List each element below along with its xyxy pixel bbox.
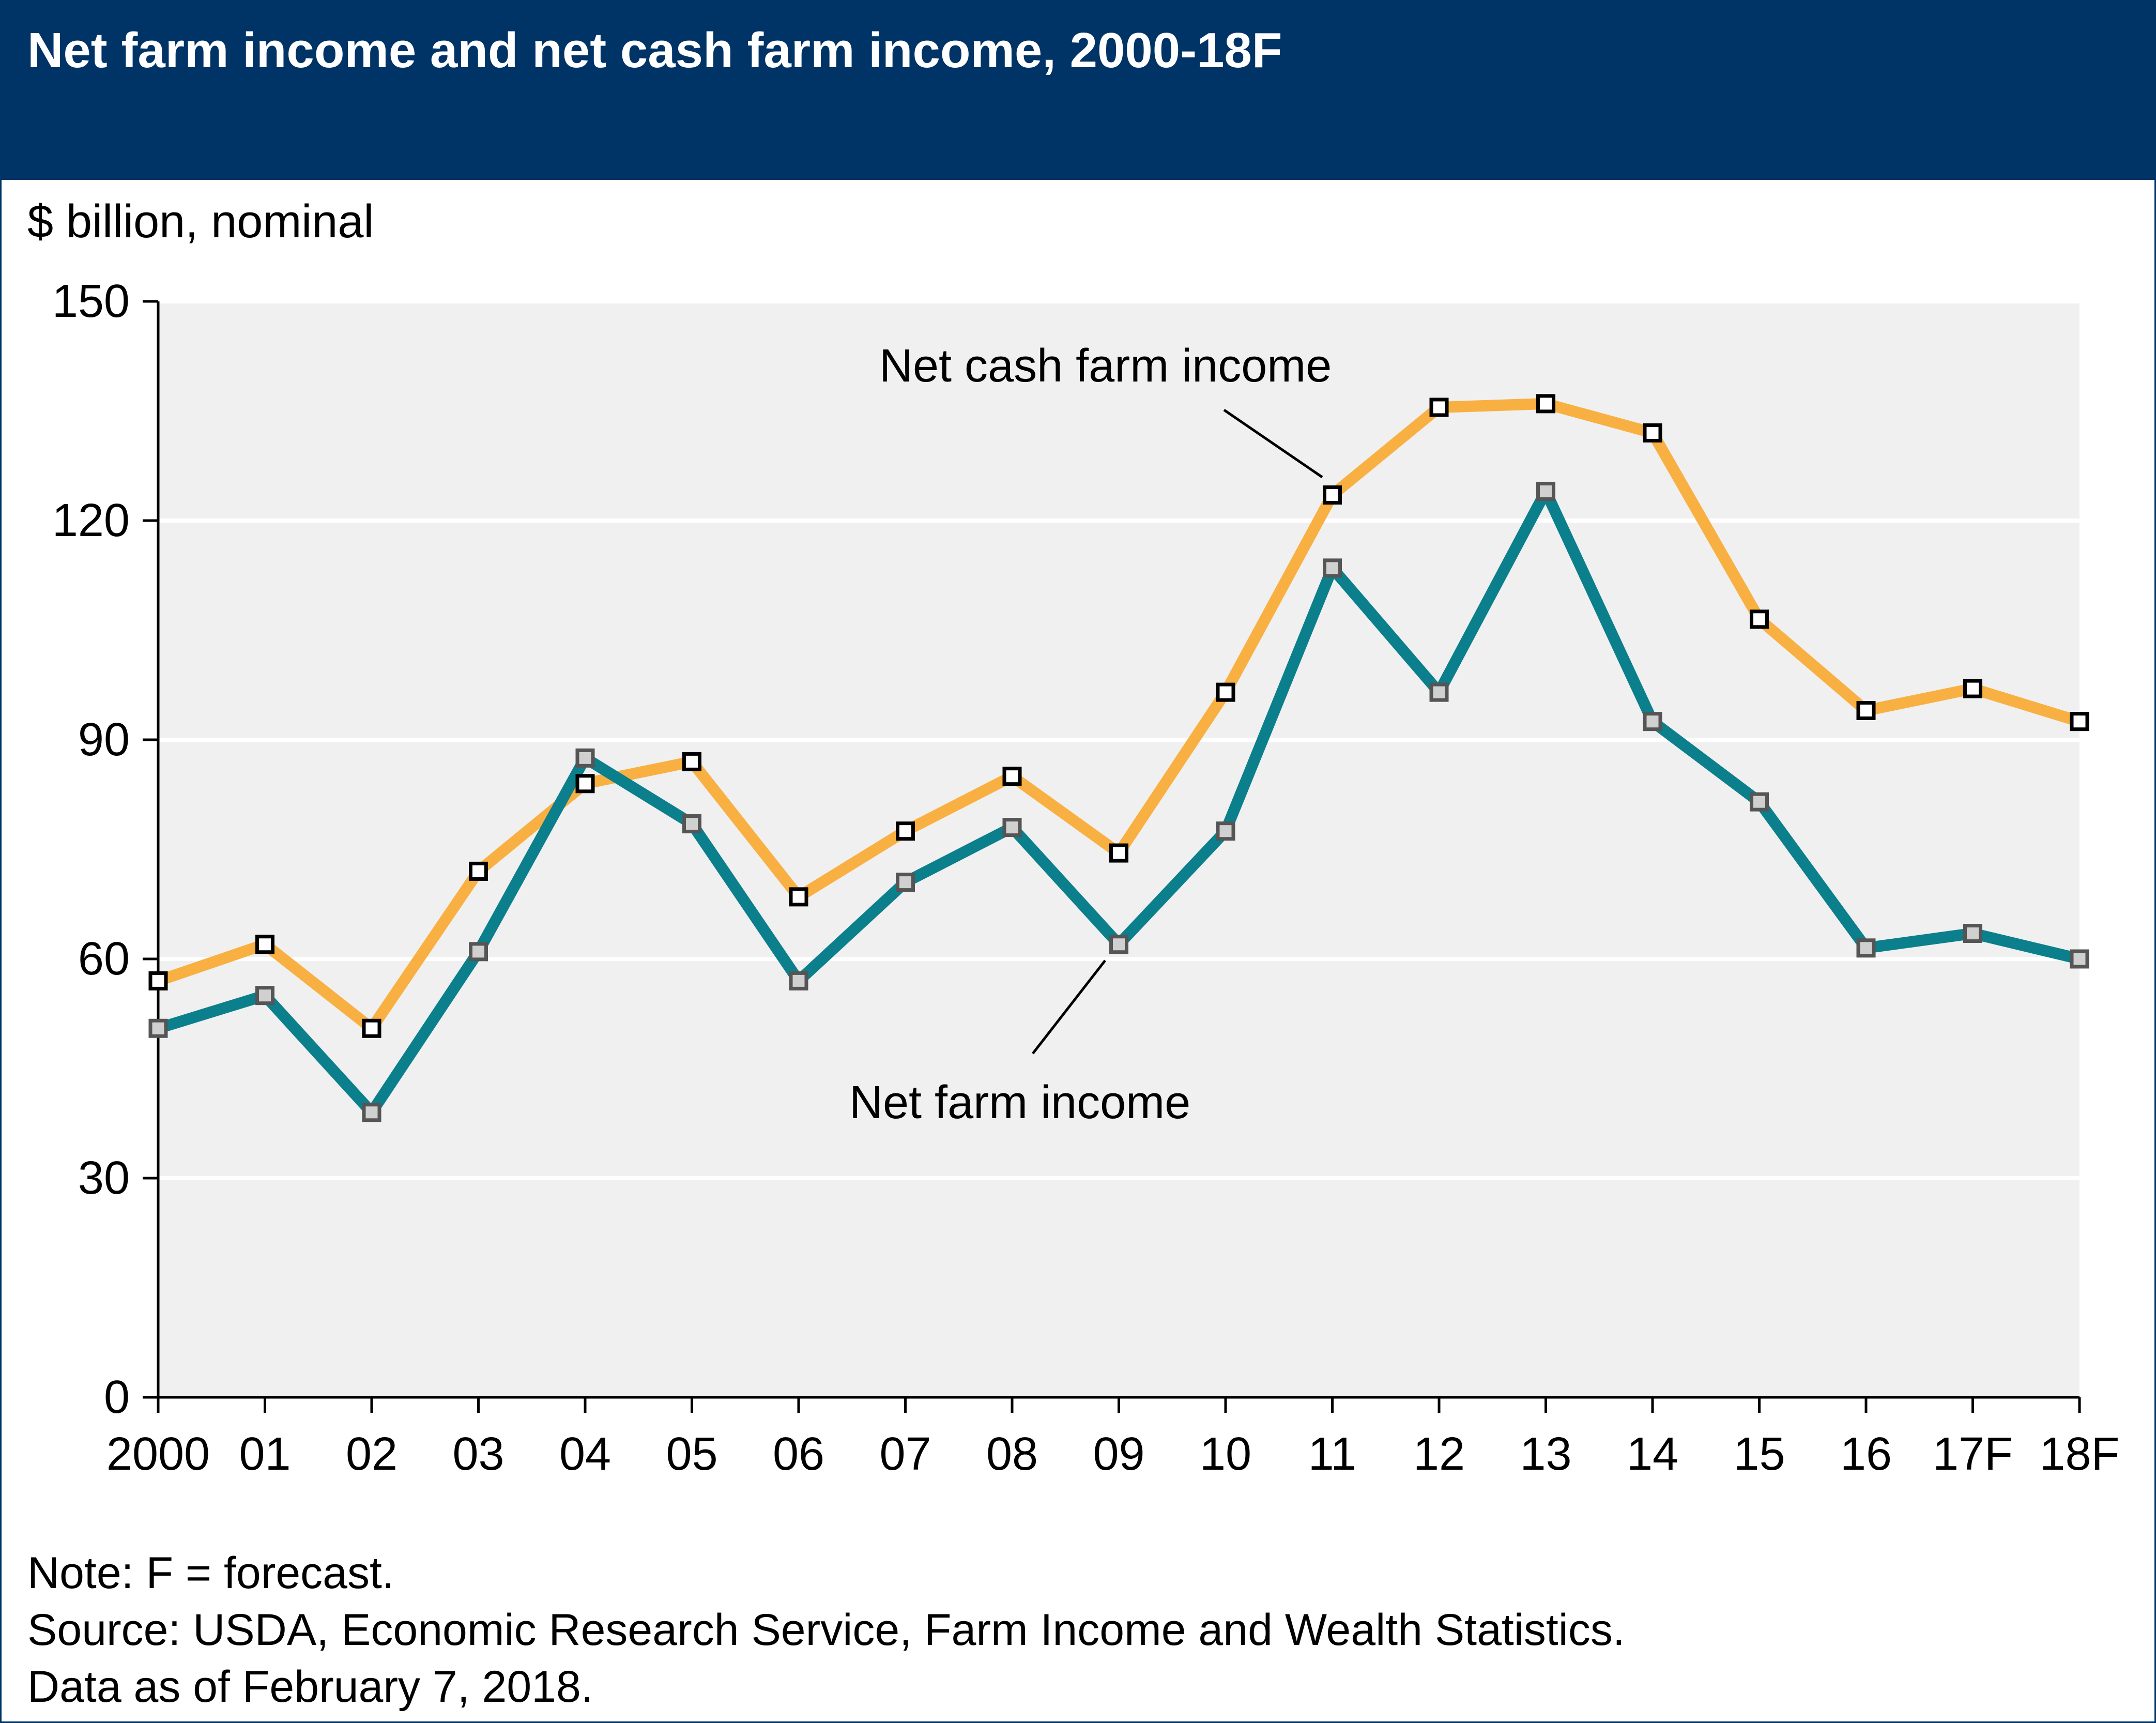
y-axis-unit-label: $ billion, nominal [27,196,374,248]
data-point-net-farm-income [2070,949,2089,969]
x-tick-label: 07 [879,1428,931,1480]
x-tick-label: 18F [2039,1428,2119,1480]
data-point-net-farm-income [1643,712,1662,731]
series-label-net-farm-income: Net farm income [849,1077,1190,1129]
x-tick-label: 12 [1413,1428,1465,1480]
data-point-net-cash-farm-income [575,774,595,794]
x-tick-label: 02 [346,1428,397,1480]
data-point-net-farm-income [1536,481,1555,501]
x-tick-label: 2000 [106,1428,210,1480]
y-tick-label: 120 [52,495,130,546]
data-point-net-cash-farm-income [362,1018,381,1038]
chart-title: Net farm income and net cash farm income… [27,23,1282,78]
x-tick-label: 05 [666,1428,717,1480]
series-label-net-cash-farm-income: Net cash farm income [879,340,1332,392]
x-tick-label: 16 [1840,1428,1892,1480]
data-point-net-cash-farm-income [682,752,701,771]
x-tick-label: 10 [1200,1428,1251,1480]
leader-line-net-farm-income [1032,959,1106,1055]
data-point-net-farm-income [362,1103,381,1122]
y-tick-label: 0 [104,1371,130,1423]
y-axis-ticks: 0 30 60 90 120 150 [52,276,158,1423]
x-tick-label: 04 [559,1428,611,1480]
note-text: Note: F = forecast. [27,1548,394,1598]
data-point-net-farm-income [1323,558,1342,578]
data-point-net-cash-farm-income [1323,485,1342,505]
y-tick-label: 150 [52,276,130,327]
x-tick-label: 01 [239,1428,290,1480]
data-point-net-farm-income [1429,682,1449,702]
data-point-net-farm-income [1750,792,1769,812]
data-point-net-cash-farm-income [1002,767,1022,786]
x-tick-label: 06 [773,1428,824,1480]
data-point-net-farm-income [789,971,808,990]
y-tick-label: 90 [78,714,130,766]
data-point-net-cash-farm-income [469,861,488,881]
data-point-net-farm-income [469,942,488,962]
x-tick-label: 08 [986,1428,1038,1480]
data-point-net-cash-farm-income [1429,398,1449,417]
data-point-net-farm-income [1109,935,1128,954]
x-tick-label: 14 [1627,1428,1678,1480]
data-point-net-cash-farm-income [1750,609,1769,629]
data-point-net-cash-farm-income [1216,682,1235,702]
x-tick-label: 17F [1933,1428,2013,1480]
leader-line-net-cash-farm-income [1223,408,1323,479]
data-point-net-farm-income [575,748,595,768]
title-bar: Net farm income and net cash farm income… [2,2,2154,180]
x-tick-label: 13 [1520,1428,1571,1480]
series-labels: Net cash farm income Net farm income [849,340,1332,1129]
data-point-net-farm-income [682,814,701,834]
data-point-net-cash-farm-income [148,971,168,990]
x-axis-ticks: 2000 01 02 03 04 05 06 07 08 09 10 11 12 13 14 15 16 17F 1… [106,1397,2120,1480]
data-point-net-farm-income [896,873,915,892]
data-point-net-cash-farm-income [1643,423,1662,443]
source-text: Source: USDA, Economic Research Service,… [27,1605,1625,1655]
date-text: Data as of February 7, 2018. [27,1662,593,1712]
y-tick-label: 30 [78,1152,130,1204]
data-point-net-farm-income [1856,938,1876,958]
data-point-net-farm-income [1002,818,1022,837]
data-point-net-cash-farm-income [1856,700,1876,720]
data-point-net-farm-income [255,986,274,1005]
footnotes: Note: F = forecast. Source: USDA, Econom… [27,1545,1625,1715]
data-point-net-cash-farm-income [789,887,808,907]
x-tick-label: 15 [1733,1428,1785,1480]
x-tick-label: 03 [452,1428,504,1480]
x-tick-label: 11 [1308,1428,1356,1480]
data-point-net-cash-farm-income [1963,679,1982,698]
data-point-net-farm-income [148,1018,168,1038]
data-point-net-farm-income [1963,924,1982,943]
data-point-net-cash-farm-income [2070,712,2089,731]
data-point-net-cash-farm-income [1536,394,1555,414]
y-tick-label: 60 [78,933,130,985]
x-tick-label: 09 [1093,1428,1144,1480]
data-point-net-cash-farm-income [896,821,915,841]
data-point-net-farm-income [1216,821,1235,841]
data-point-net-cash-farm-income [255,935,274,954]
data-point-net-cash-farm-income [1109,843,1128,863]
series-markers [148,394,2089,1122]
